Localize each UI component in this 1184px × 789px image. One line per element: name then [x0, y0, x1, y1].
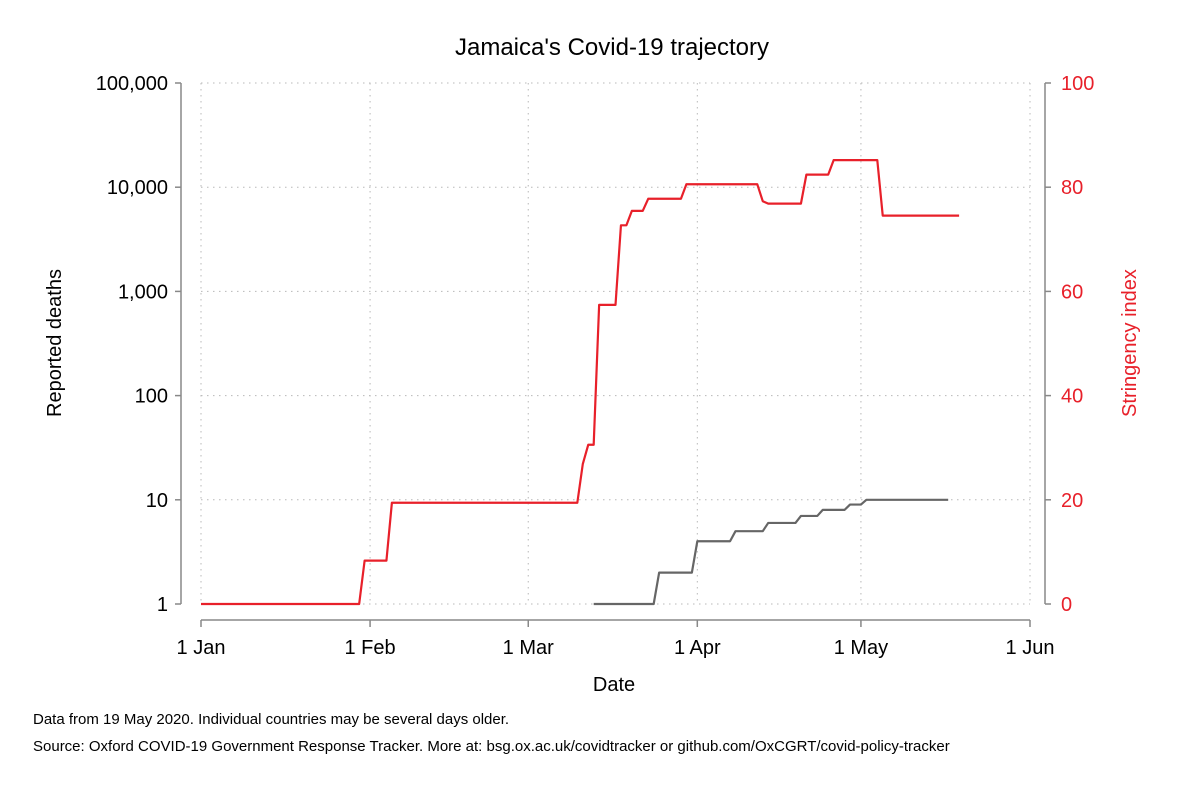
left-tick-label: 100,000 — [96, 73, 168, 95]
deaths-series-line — [593, 498, 949, 606]
left-tick-label: 1 — [157, 594, 168, 616]
axes — [180, 83, 1046, 621]
right-tick-label: 60 — [1061, 281, 1083, 303]
x-tick-label: 1 Feb — [344, 637, 395, 659]
footnote-data-date: Data from 19 May 2020. Individual countr… — [33, 711, 510, 728]
right-y-ticks: 0 20 40 60 80 100 — [1045, 73, 1094, 616]
x-tick-label: 1 Jan — [177, 637, 226, 659]
left-tick-label: 10 — [146, 490, 168, 512]
right-tick-label: 80 — [1061, 177, 1083, 199]
right-tick-label: 0 — [1061, 594, 1072, 616]
footnote-source: Source: Oxford COVID-19 Government Respo… — [33, 738, 950, 755]
stringency-series-line — [201, 159, 960, 606]
x-tick-label: 1 Jun — [1006, 637, 1055, 659]
left-y-ticks: 1 10 100 1,000 10,000 100,000 — [96, 73, 181, 616]
right-y-axis-label: Stringency index — [1119, 269, 1141, 417]
covid-trajectory-chart: Jamaica's Covid-19 trajectory 1 10 100 1,00… — [44, 34, 1141, 696]
x-tick-label: 1 May — [834, 637, 888, 659]
right-tick-label: 40 — [1061, 386, 1083, 408]
left-tick-label: 100 — [135, 386, 168, 408]
x-ticks: 1 Jan 1 Feb 1 Mar 1 Apr 1 May 1 Jun — [177, 620, 1055, 659]
right-tick-label: 20 — [1061, 490, 1083, 512]
left-tick-label: 1,000 — [118, 281, 168, 303]
left-y-axis-label: Reported deaths — [44, 269, 66, 417]
x-tick-label: 1 Mar — [503, 637, 554, 659]
x-tick-label: 1 Apr — [674, 637, 721, 659]
series — [201, 159, 960, 606]
grid — [200, 82, 1031, 605]
right-tick-label: 100 — [1061, 73, 1094, 95]
chart-title: Jamaica's Covid-19 trajectory — [455, 34, 769, 61]
x-axis-label: Date — [593, 674, 635, 696]
left-tick-label: 10,000 — [107, 177, 168, 199]
